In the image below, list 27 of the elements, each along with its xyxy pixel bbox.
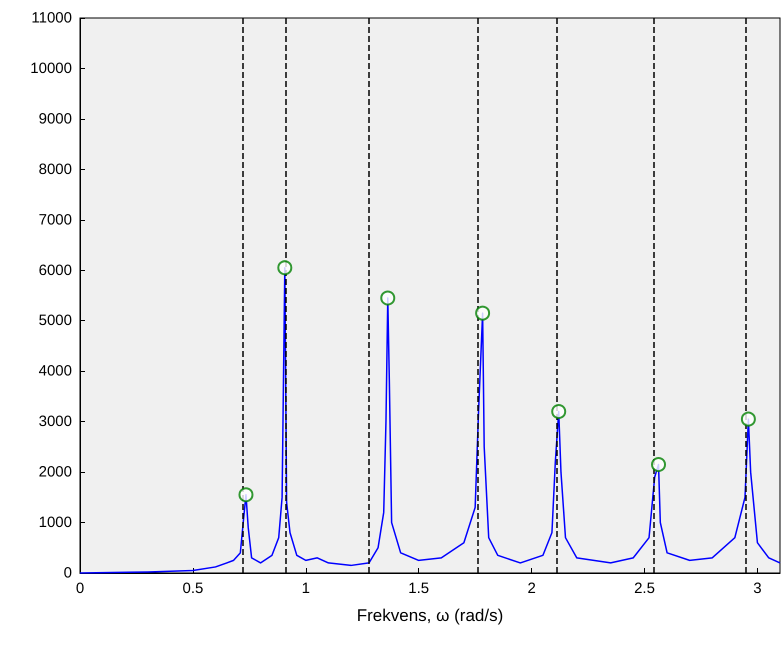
y-tick-label: 1000 <box>38 514 72 532</box>
y-tick-label: 5000 <box>38 312 72 330</box>
y-tick-label: 9000 <box>38 110 72 128</box>
y-tick-label: 0 <box>64 564 72 582</box>
y-tick-label: 11000 <box>31 10 72 26</box>
x-tick-label: 0.5 <box>182 580 204 597</box>
y-tick-label: 3000 <box>38 413 72 430</box>
x-tick-label: 0 <box>76 580 84 597</box>
point <box>651 457 666 472</box>
y-tick-label: 10000 <box>30 60 72 77</box>
x-axis-title: Frekvens, ω (rad/s) <box>356 606 504 625</box>
x-tick-label: 3 <box>753 580 762 597</box>
point <box>238 487 254 502</box>
point <box>475 306 490 321</box>
y-tick-label: 4000 <box>38 362 72 380</box>
y-tick-label: 7000 <box>38 211 72 228</box>
x-tick-label: 2.5 <box>634 580 655 597</box>
y-tick-label: 8000 <box>38 160 72 178</box>
y-tick-label: 6000 <box>38 262 72 279</box>
point <box>277 260 292 276</box>
point <box>740 412 756 427</box>
x-tick-label: 1.5 <box>408 580 430 597</box>
y-tick-label: 2000 <box>38 464 72 481</box>
point <box>380 290 396 306</box>
point <box>551 404 566 420</box>
x-tick-label: 1 <box>302 580 310 597</box>
x-tick-label: 2 <box>527 580 536 597</box>
